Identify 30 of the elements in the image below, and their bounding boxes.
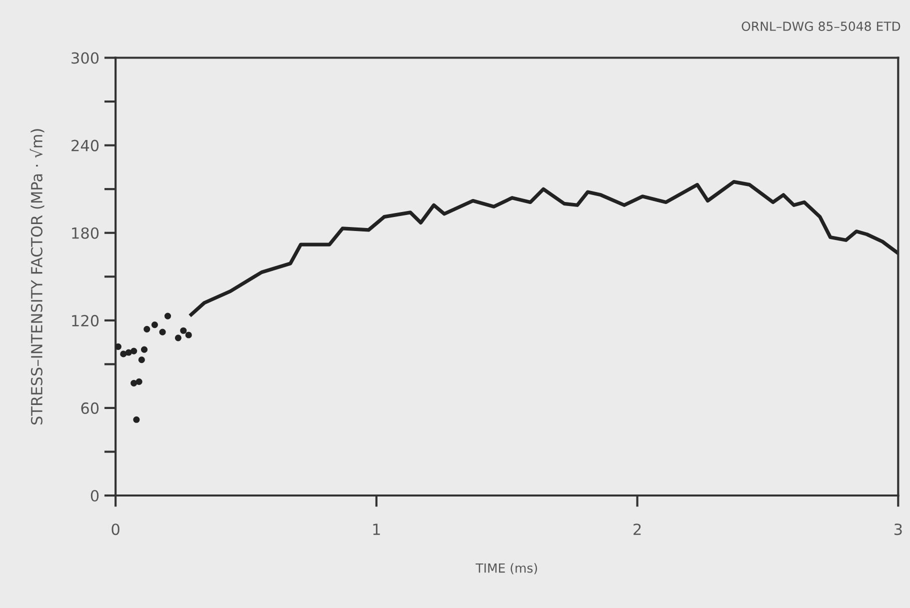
y-axis-title: STRESS–INTENSITY FACTOR (MPa · √m)	[30, 129, 44, 424]
point	[130, 348, 138, 354]
point	[120, 350, 127, 358]
y-tick-label: 120	[72, 314, 99, 326]
point	[174, 334, 182, 342]
point	[138, 356, 145, 364]
y-tick-label: 180	[72, 227, 99, 239]
point	[125, 349, 132, 356]
x-tick-label: 0	[112, 524, 120, 536]
y-tick-label: 300	[72, 52, 99, 64]
point	[140, 346, 148, 353]
x-axis-title: TIME (ms)	[476, 563, 538, 574]
point	[180, 327, 187, 334]
y-tick-label: 0	[90, 490, 99, 502]
point	[130, 380, 138, 386]
y-tick-label: 240	[72, 140, 99, 152]
x-tick-label: 1	[373, 524, 380, 535]
point	[185, 332, 192, 338]
point	[164, 312, 172, 320]
y-tick-label: 60	[81, 402, 99, 414]
x-tick-label: 2	[634, 524, 641, 535]
point	[159, 328, 166, 336]
point	[133, 416, 140, 423]
point	[136, 378, 142, 385]
point	[144, 326, 150, 332]
line-series	[189, 180, 898, 316]
x-tick-label: 3	[894, 524, 902, 536]
point	[116, 343, 122, 350]
point	[151, 322, 158, 328]
text: ORNL–DWG 85–5048 ETD	[742, 22, 900, 31]
